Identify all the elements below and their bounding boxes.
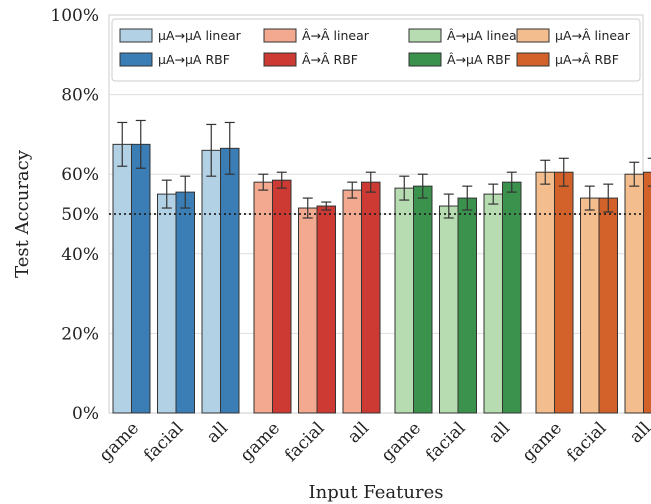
y-axis-label: Test Accuracy — [12, 149, 33, 278]
y-tick-label: 40% — [61, 245, 99, 265]
bar — [580, 197, 600, 414]
x-tick-label: facial — [563, 418, 610, 465]
bar — [220, 147, 240, 414]
legend-swatch — [263, 28, 297, 43]
bar — [112, 143, 132, 414]
bar — [457, 197, 477, 414]
legend-swatch — [516, 28, 550, 43]
bar — [175, 191, 195, 414]
bar — [157, 193, 177, 414]
legend-swatch — [119, 52, 153, 67]
bar — [598, 197, 618, 414]
legend-swatch — [119, 28, 153, 43]
bar — [131, 143, 151, 414]
bar — [201, 149, 221, 414]
bar — [413, 185, 433, 414]
legend-swatch — [263, 52, 297, 67]
y-tick-label: 50% — [61, 205, 99, 225]
legend-box — [111, 18, 641, 82]
bar — [298, 207, 318, 414]
y-tick-label: 100% — [50, 6, 99, 26]
legend-label: μA→μA linear — [158, 28, 242, 43]
bar — [361, 181, 381, 414]
legend-swatch — [408, 52, 442, 67]
legend-label: μA→Â RBF — [555, 52, 619, 67]
x-tick-label: all — [203, 418, 232, 447]
legend-label: μA→Â linear — [555, 28, 631, 43]
y-tick-label: 20% — [61, 324, 99, 344]
bar — [483, 193, 503, 414]
bar — [643, 171, 651, 414]
y-tick-label: 0% — [72, 404, 99, 424]
x-tick-label: game — [378, 418, 426, 466]
bar — [439, 205, 459, 414]
legend-swatch — [516, 52, 550, 67]
legend-label: Â→μA linear — [447, 28, 523, 43]
bar — [253, 181, 273, 414]
y-tick-label: 60% — [61, 165, 99, 185]
legend-label: Â→Â linear — [302, 28, 370, 43]
bar — [502, 181, 522, 414]
bar — [394, 187, 414, 414]
x-tick-label: all — [485, 418, 514, 447]
x-axis-label: Input Features — [309, 482, 444, 503]
x-tick-label: all — [344, 418, 373, 447]
x-tick-label: all — [626, 418, 651, 447]
x-tick-label: facial — [281, 418, 328, 465]
bar — [535, 171, 555, 414]
bar — [272, 179, 292, 414]
legend-label: μA→μA RBF — [158, 52, 230, 67]
x-tick-label: game — [237, 418, 285, 466]
bar — [624, 173, 644, 414]
x-tick-label: game — [519, 418, 567, 466]
x-tick-label: game — [96, 418, 144, 466]
bar — [316, 205, 336, 414]
x-tick-label: facial — [422, 418, 469, 465]
legend-label: Â→μA RBF — [447, 52, 511, 67]
x-tick-label: facial — [140, 418, 187, 465]
legend-swatch — [408, 28, 442, 43]
bar — [554, 171, 574, 414]
bar — [342, 189, 362, 414]
legend-label: Â→Â RBF — [302, 52, 358, 67]
y-tick-label: 80% — [61, 86, 99, 106]
